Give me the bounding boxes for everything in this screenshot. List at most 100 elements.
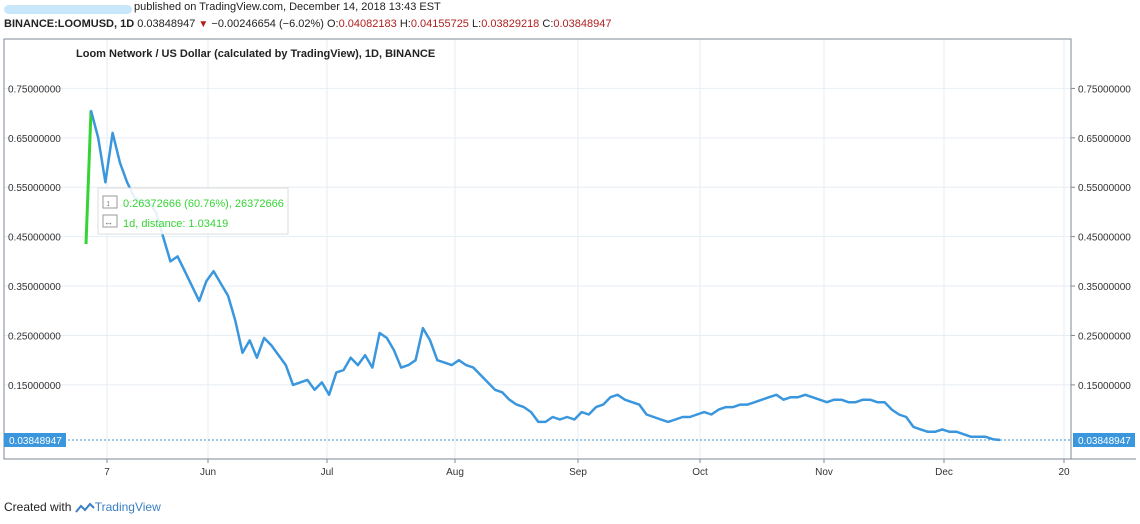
price-badge-left-box xyxy=(4,432,66,447)
data-point xyxy=(768,396,770,399)
data-point xyxy=(876,401,879,404)
data-point xyxy=(674,418,677,421)
data-point xyxy=(580,411,583,413)
data-point xyxy=(566,416,568,418)
data-point xyxy=(609,396,612,399)
data-point xyxy=(104,181,107,184)
data-point xyxy=(559,418,561,421)
data-point xyxy=(263,337,265,339)
data-point xyxy=(919,428,922,431)
data-point xyxy=(378,332,381,334)
data-point xyxy=(97,137,99,139)
y-tick-label-left: 0.55000000 xyxy=(8,183,61,194)
data-point xyxy=(256,356,258,359)
data-point xyxy=(948,431,951,433)
data-point xyxy=(393,349,395,352)
data-point xyxy=(732,406,734,408)
date-range-glyph: ↔ xyxy=(104,217,113,227)
data-point xyxy=(977,436,980,438)
data-point xyxy=(710,413,713,416)
measure-tooltip: ↕ 0.26372666 (60.76%), 26372666 ↔ 1d, di… xyxy=(97,187,289,235)
data-point xyxy=(458,359,460,362)
measure-line xyxy=(84,110,93,245)
x-tick-label: Dec xyxy=(935,467,953,478)
data-point xyxy=(725,406,727,408)
data-point xyxy=(739,403,742,406)
data-point xyxy=(205,280,208,282)
data-point xyxy=(883,401,886,404)
data-point xyxy=(400,366,403,369)
data-point xyxy=(429,339,431,342)
data-point xyxy=(479,374,482,376)
data-point xyxy=(191,285,193,287)
measure-tooltip-box xyxy=(97,187,289,235)
data-point xyxy=(602,403,604,406)
data-point xyxy=(790,396,792,399)
data-point xyxy=(508,398,511,401)
data-point xyxy=(804,394,806,396)
data-point xyxy=(407,364,410,366)
open-value: 0.04082183 xyxy=(338,18,397,30)
data-point xyxy=(270,344,273,347)
created-with-label: Created with xyxy=(4,500,72,514)
x-tick-label: Jun xyxy=(200,467,216,478)
data-point xyxy=(450,364,453,366)
data-point xyxy=(934,431,936,433)
data-point xyxy=(227,295,229,297)
data-point xyxy=(119,161,121,164)
footer: Created with TradingView xyxy=(4,500,161,514)
data-point xyxy=(941,428,944,431)
data-point xyxy=(342,369,345,371)
data-point xyxy=(631,401,633,404)
data-point xyxy=(761,398,763,401)
data-point xyxy=(717,408,720,411)
price-badge-right: 0.03848947 xyxy=(1073,432,1135,447)
author-name-redacted[interactable] xyxy=(4,5,132,14)
y-tick-label-left: 0.45000000 xyxy=(8,233,61,244)
chart-legend: Loom Network / US Dollar (calculated by … xyxy=(76,48,435,60)
data-point xyxy=(321,381,323,384)
x-tick-label: Nov xyxy=(815,467,833,478)
data-point xyxy=(544,421,547,423)
data-point xyxy=(357,364,359,366)
data-point xyxy=(248,339,251,342)
x-tick-label: 20 xyxy=(1058,467,1070,478)
close-label: C: xyxy=(542,18,554,30)
data-point xyxy=(826,401,828,404)
y-tick-label-left: 0.25000000 xyxy=(8,331,61,342)
data-point xyxy=(595,406,597,408)
high-value: 0.04155725 xyxy=(410,18,469,30)
data-point xyxy=(530,411,532,413)
tradingview-logo-icon[interactable] xyxy=(74,502,95,514)
y-tick-label-right: 0.55000000 xyxy=(1078,183,1131,194)
data-point xyxy=(753,401,756,404)
data-point xyxy=(955,431,958,433)
data-point xyxy=(667,421,669,423)
data-point xyxy=(292,384,294,386)
data-point xyxy=(616,394,619,396)
data-point xyxy=(126,181,128,184)
data-point xyxy=(241,352,244,354)
data-point xyxy=(537,421,540,423)
data-point xyxy=(551,416,554,418)
data-point xyxy=(386,337,388,339)
data-point xyxy=(746,403,749,406)
published-info: published on TradingView.com, December 1… xyxy=(134,1,441,13)
data-point xyxy=(645,413,648,416)
data-point xyxy=(364,354,366,357)
data-point xyxy=(862,398,864,401)
data-point xyxy=(912,426,915,428)
y-tick-label-right: 0.15000000 xyxy=(1078,381,1131,392)
x-tick-label: Oct xyxy=(692,467,708,478)
data-point xyxy=(905,416,907,418)
x-tick-label: 7 xyxy=(104,467,110,478)
data-point xyxy=(927,431,929,433)
price-badge-right-box xyxy=(1073,432,1135,447)
tradingview-brand[interactable]: TradingView xyxy=(94,500,161,514)
high-label: H: xyxy=(399,18,411,30)
price-chart[interactable]: Loom Network / US Dollar (calculated by … xyxy=(0,38,1140,498)
x-tick-label: Jul xyxy=(321,467,334,478)
data-point xyxy=(328,394,330,396)
data-point xyxy=(111,132,114,134)
plot-frame xyxy=(3,38,1072,460)
